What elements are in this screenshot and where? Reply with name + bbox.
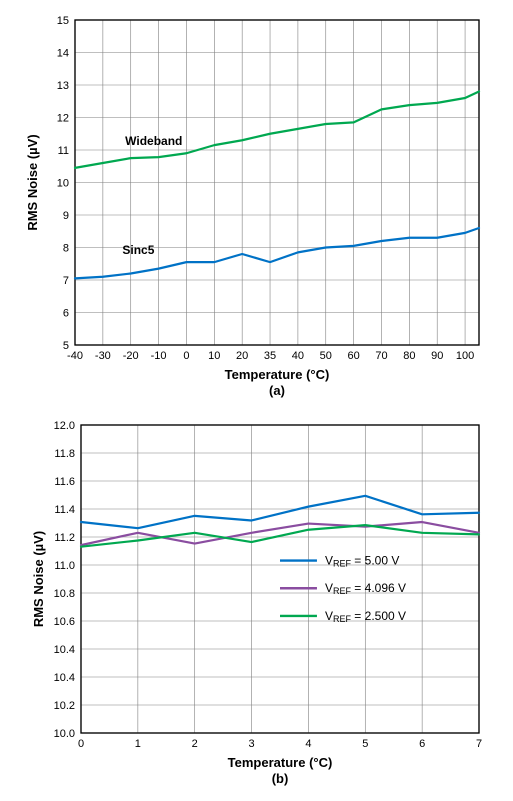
svg-text:7: 7 bbox=[475, 738, 481, 750]
chart-b-svg: 0 1 2 3 4 5 6 7 10.0 10.2 10.4 10.4 10.6 10.8 11.0 11.2… bbox=[17, 415, 497, 793]
subplot-label: (b) bbox=[271, 771, 288, 786]
svg-text:12.0: 12.0 bbox=[53, 420, 74, 432]
chart-a-svg: -40 -30 -20 -10 0 10 20 35 40 50 60 70 80 90 100 5 6 7 8 9 1… bbox=[17, 10, 497, 405]
svg-text:100: 100 bbox=[455, 350, 473, 362]
svg-text:10.4: 10.4 bbox=[53, 672, 74, 684]
svg-text:11: 11 bbox=[57, 145, 68, 157]
svg-text:50: 50 bbox=[319, 350, 331, 362]
svg-text:5: 5 bbox=[362, 738, 368, 750]
svg-text:13: 13 bbox=[56, 80, 68, 92]
svg-text:2: 2 bbox=[191, 738, 197, 750]
svg-text:-30: -30 bbox=[94, 350, 110, 362]
svg-text:10.6: 10.6 bbox=[53, 616, 74, 628]
chart-b-panel: 0 1 2 3 4 5 6 7 10.0 10.2 10.4 10.4 10.6 10.8 11.0 11.2… bbox=[0, 415, 513, 793]
svg-text:11.6: 11.6 bbox=[54, 476, 75, 488]
subplot-label: (a) bbox=[269, 383, 285, 398]
svg-text:-20: -20 bbox=[122, 350, 138, 362]
svg-text:10.2: 10.2 bbox=[53, 700, 74, 712]
svg-text:10.8: 10.8 bbox=[53, 588, 74, 600]
svg-text:5: 5 bbox=[62, 340, 68, 352]
svg-text:0: 0 bbox=[183, 350, 189, 362]
svg-text:6: 6 bbox=[419, 738, 425, 750]
series-label: Sinc5 bbox=[122, 243, 154, 257]
svg-text:40: 40 bbox=[291, 350, 303, 362]
svg-text:12: 12 bbox=[56, 113, 68, 125]
x-axis-label: Temperature (°C) bbox=[224, 367, 329, 382]
svg-text:9: 9 bbox=[62, 210, 68, 222]
y-axis-label: RMS Noise (µV) bbox=[31, 531, 46, 627]
svg-text:90: 90 bbox=[431, 350, 443, 362]
y-axis-label: RMS Noise (µV) bbox=[25, 134, 40, 230]
chart-a-panel: -40 -30 -20 -10 0 10 20 35 40 50 60 70 80 90 100 5 6 7 8 9 1… bbox=[0, 10, 513, 405]
svg-text:7: 7 bbox=[62, 275, 68, 287]
svg-text:10.4: 10.4 bbox=[53, 644, 74, 656]
svg-text:0: 0 bbox=[77, 738, 83, 750]
svg-text:11.4: 11.4 bbox=[54, 504, 75, 516]
svg-text:10: 10 bbox=[56, 178, 68, 190]
svg-text:14: 14 bbox=[56, 48, 68, 60]
svg-text:11.8: 11.8 bbox=[54, 448, 75, 460]
svg-text:70: 70 bbox=[375, 350, 387, 362]
svg-text:-10: -10 bbox=[150, 350, 166, 362]
svg-text:80: 80 bbox=[403, 350, 415, 362]
svg-text:10: 10 bbox=[208, 350, 220, 362]
svg-text:60: 60 bbox=[347, 350, 359, 362]
svg-text:4: 4 bbox=[305, 738, 311, 750]
svg-text:8: 8 bbox=[62, 243, 68, 255]
svg-text:10.0: 10.0 bbox=[53, 728, 74, 740]
svg-text:15: 15 bbox=[56, 15, 68, 27]
svg-text:3: 3 bbox=[248, 738, 254, 750]
x-axis-label: Temperature (°C) bbox=[227, 755, 332, 770]
series-label: Wideband bbox=[125, 134, 182, 148]
svg-text:20: 20 bbox=[236, 350, 248, 362]
svg-text:1: 1 bbox=[134, 738, 140, 750]
svg-text:11.0: 11.0 bbox=[54, 560, 75, 572]
svg-text:6: 6 bbox=[62, 308, 68, 320]
svg-text:35: 35 bbox=[263, 350, 275, 362]
svg-text:11.2: 11.2 bbox=[54, 532, 75, 544]
svg-text:-40: -40 bbox=[67, 350, 83, 362]
